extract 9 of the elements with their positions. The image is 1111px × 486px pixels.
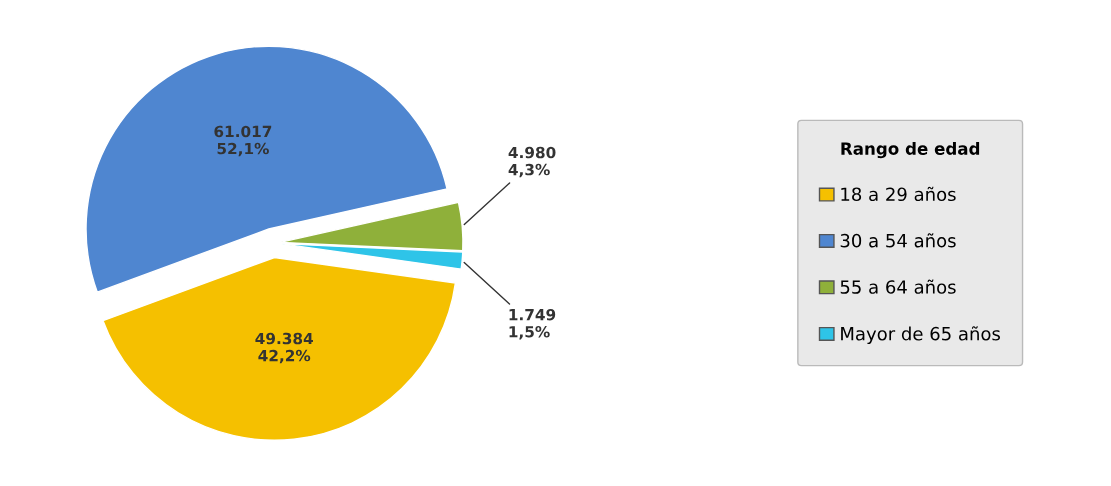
data-label: 61.017 52,1%: [214, 125, 272, 157]
legend-label: 55 a 64 años: [840, 279, 956, 294]
legend-label: 18 a 29 años: [841, 186, 956, 202]
legend-label: 30 a 54 años: [840, 233, 956, 248]
legend-label: Mayor de 65 años: [841, 326, 1001, 345]
legend-title: Rango de edad: [841, 141, 980, 159]
data-label: 49.384 42,2%: [255, 332, 313, 364]
data-label: 1.749 1,5%: [509, 308, 556, 340]
data-label: 4.980 4,3%: [508, 146, 556, 178]
